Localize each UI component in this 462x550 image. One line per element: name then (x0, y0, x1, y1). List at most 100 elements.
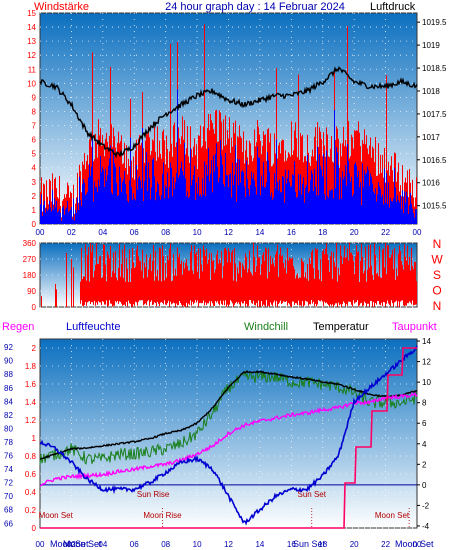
pressure-tick-label: 1015.5 (422, 202, 447, 211)
rain-tick-label: 2 (32, 344, 37, 353)
hour-tick-label: 00 (36, 228, 45, 237)
legend-rain: Regen (2, 321, 34, 333)
hour-tick-label: 08 (161, 540, 170, 549)
wind-tick-label: 9 (32, 93, 37, 102)
humidity-tick-label: 84 (4, 397, 13, 406)
humidity-tick-label: 78 (4, 438, 13, 447)
hour-tick-label: 16 (287, 540, 296, 549)
pressure-tick-label: 1016.5 (422, 156, 447, 165)
rain-line (40, 347, 417, 529)
hour-tick-label: 06 (130, 540, 139, 549)
pressure-tick-label: 1017.5 (422, 110, 447, 119)
wind-tick-label: 10 (27, 79, 36, 88)
axes: 01234567891011121314151015.510161016.510… (4, 9, 447, 549)
legend-temperature: Temperatur (313, 321, 369, 333)
humidity-tick-label: 66 (4, 519, 13, 528)
event-label: Moon Set (375, 511, 410, 520)
wind-direction-series (41, 243, 417, 307)
direction-tick-label: 0 (32, 303, 37, 312)
rain-tick-label: 1.8 (25, 362, 37, 371)
humidity-tick-label: 80 (4, 424, 13, 433)
hour-tick-label: 12 (224, 228, 233, 237)
wind-tick-label: 14 (27, 23, 36, 32)
hour-tick-label: 02 (67, 228, 76, 237)
wind-tick-label: 0 (32, 220, 37, 229)
compass-label: N (433, 299, 442, 313)
temperature-tick-label: 6 (422, 419, 427, 428)
hour-tick-label: 04 (98, 540, 107, 549)
rain-tick-label: 1 (32, 434, 37, 443)
legend-windchill: Windchill (244, 321, 288, 333)
temperature-tick-label: 10 (422, 378, 431, 387)
page-title: 24 hour graph day : 14 Februar 2024 (165, 1, 345, 13)
humidity-tick-label: 82 (4, 411, 13, 420)
wind-tick-label: 13 (27, 37, 36, 46)
wind-gust-series (40, 89, 417, 224)
temperature-tick-label: 8 (422, 399, 427, 408)
compass-label: W (431, 253, 443, 267)
bottom-moonset-1: Moon Set (50, 539, 89, 549)
hour-tick-label: 10 (193, 540, 202, 549)
wind-tick-label: 4 (32, 164, 37, 173)
temperature-tick-label: 14 (422, 337, 431, 346)
hour-tick-label: 14 (255, 540, 264, 549)
compass-label: N (433, 237, 442, 251)
temperature-humidity-panel (39, 338, 418, 529)
direction-tick-label: 90 (27, 287, 36, 296)
hour-tick-label: 18 (318, 540, 327, 549)
event-label: Moon Set (39, 511, 74, 520)
wind-tick-label: 6 (32, 136, 37, 145)
rain-tick-label: 1.6 (25, 380, 37, 389)
hour-tick-label: 22 (381, 540, 390, 549)
compass-label: S (433, 268, 441, 282)
wind-tick-label: 15 (27, 9, 36, 18)
wind-tick-label: 7 (32, 122, 37, 131)
temperature-tick-label: 12 (422, 358, 431, 367)
bottom-sunset: Sun Set (293, 539, 326, 549)
temperature-line (40, 369, 418, 460)
hour-tick-label: 12 (224, 540, 233, 549)
wind-tick-label: 5 (32, 150, 37, 159)
bottom-moonset-2: Moon Set (63, 539, 102, 549)
hour-tick-label: 00 (413, 228, 422, 237)
windchill-line (39, 370, 418, 465)
hour-tick-label: 00 (413, 540, 422, 549)
hour-tick-label: 06 (130, 228, 139, 237)
humidity-line (39, 345, 418, 526)
hour-tick-label: 16 (287, 228, 296, 237)
hour-tick-label: 00 (36, 540, 45, 549)
pressure-line (39, 66, 418, 159)
humidity-tick-label: 70 (4, 492, 13, 501)
event-label: Sun Rise (137, 490, 170, 499)
humidity-tick-label: 90 (4, 357, 13, 366)
hour-tick-label: 04 (98, 228, 107, 237)
rain-tick-label: 1.2 (25, 416, 37, 425)
humidity-tick-label: 74 (4, 465, 13, 474)
wind-tick-label: 1 (32, 206, 37, 215)
rain-tick-label: 0.8 (25, 452, 37, 461)
pressure-axis-title: Luftdruck (370, 1, 416, 13)
humidity-tick-label: 88 (4, 370, 13, 379)
event-label: Moon Rise (143, 511, 182, 520)
compass-label: O (432, 284, 441, 298)
pressure-tick-label: 1019.5 (422, 18, 447, 27)
hour-tick-label: 08 (161, 228, 170, 237)
hour-tick-label: 20 (350, 228, 359, 237)
pressure-tick-label: 1018.5 (422, 64, 447, 73)
wind-tick-label: 3 (32, 178, 37, 187)
direction-tick-label: 360 (23, 239, 37, 248)
temperature-tick-label: 4 (422, 440, 427, 449)
temperature-tick-label: -2 (422, 501, 430, 510)
legend-humidity: Luftfeuchte (66, 321, 120, 333)
humidity-tick-label: 86 (4, 384, 13, 393)
bottom-moonset-3: Moon Set (395, 539, 434, 549)
wind-tick-label: 12 (27, 51, 36, 60)
hour-tick-label: 18 (318, 228, 327, 237)
wind-tick-label: 8 (32, 107, 37, 116)
event-label: Sun Set (298, 490, 327, 499)
temperature-tick-label: -4 (422, 522, 430, 531)
rain-tick-label: 0.2 (25, 506, 37, 515)
humidity-tick-label: 68 (4, 506, 13, 515)
rain-tick-label: 1.4 (25, 398, 37, 407)
